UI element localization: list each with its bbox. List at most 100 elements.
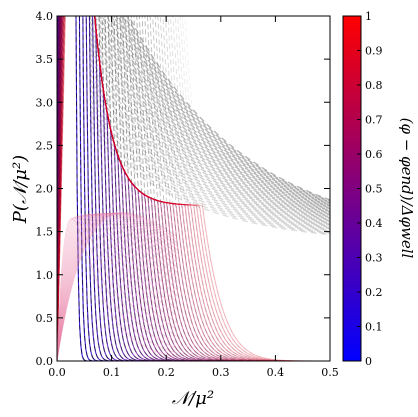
axes: 0.0 0.1 0.2 0.3 0.4 0.5 0.0 0.5 1.0 1.5 2.0 2.5 3.0 3… [36,10,339,379]
colorbar-tick-label: 0 [365,355,372,368]
series-line [57,16,330,361]
colorbar-tick-label: 0.3 [365,252,383,265]
dashed-overlay-line [57,16,330,361]
y-tick-label: 3.0 [36,96,54,109]
pink-rising-line [57,214,178,361]
light-dashed-line [89,31,330,219]
light-dashed-line [115,16,330,206]
light-dashed-line [89,124,330,235]
dashed-overlay-line [57,16,330,361]
series-line [57,16,330,361]
light-dashed-line [89,103,330,231]
light-dashed-line [123,16,330,203]
pink-rising-line [57,214,178,361]
pink-rising-line [57,213,178,361]
light-dashed-line [89,72,330,226]
x-tick-label: 0.3 [212,366,230,379]
light-dashed-line [89,52,330,222]
x-tick-label: 0.0 [48,366,66,379]
pink-rising-line [57,212,178,361]
light-dashed-line [89,114,330,233]
series-line [57,16,330,361]
y-tick-label: 1.5 [36,226,54,239]
light-dashed-line [89,16,330,216]
y-tick-label: 0.5 [36,312,54,325]
light-dashed-line [119,16,330,205]
series-line [57,16,330,361]
pink-rising-line [57,213,178,361]
light-dashed-line [103,16,330,211]
colorbar [343,16,361,361]
light-dashed-line [89,78,330,227]
series-line [57,16,330,361]
light-dashed-line [89,47,330,222]
y-tick-label: 1.0 [36,269,54,282]
dashed-overlay-line [57,16,330,361]
y-axis-label: P(𝒩/μ²) [10,155,31,224]
pink-rising-line [57,213,178,361]
colorbar-tick-label: 0.8 [365,79,383,92]
light-dashed-line [89,57,330,223]
y-tick-label: 4.0 [36,10,54,23]
pink-rising-line [57,214,178,361]
pink-rising-line [57,213,178,361]
pink-rising-line [57,215,178,361]
light-dashed-line [89,62,330,224]
pink-rising-line [57,212,178,361]
y-tick-label: 2.5 [36,139,54,152]
light-dashed-line [106,16,330,210]
light-dashed-line [89,67,330,225]
dashed-overlay-line [57,16,330,361]
colorbar-tick-label: 0.6 [365,148,383,161]
light-dashed-line [101,16,330,212]
pink-rising-line [57,213,178,361]
dashed-overlay-line [57,16,330,361]
series-line [57,16,330,361]
colorbar-ticks: 0 0.1 0.2 0.3 0.4 0.5 0.6 0.7 0.8 0.9 1 [357,10,383,368]
pink-rising-line [57,212,178,361]
series-line [57,16,330,361]
x-tick-label: 0.4 [267,366,285,379]
light-dashed-line [98,16,330,213]
series-line [57,16,330,361]
colorbar-tick-label: 0.4 [365,217,383,230]
x-axis-label: 𝒩/μ² [172,388,214,409]
light-dashed-line [121,16,330,204]
light-dashed-line [89,41,330,221]
dashed-overlay-line [57,16,330,361]
series-line [57,16,330,361]
series-line [57,16,330,361]
light-dashed-line [91,16,330,215]
light-dashed-line [110,16,330,208]
x-tick-label: 0.1 [103,366,121,379]
light-dashed-line [127,16,330,201]
y-tick-label: 3.5 [36,53,54,66]
pink-rising-line [57,215,178,361]
pink-rising-line [57,213,178,361]
light-dashed-line [89,88,330,229]
pink-rising-line [57,213,178,361]
pink-rising-line [57,214,178,361]
series-line [57,16,330,361]
colorbar-tick-label: 0.9 [365,45,383,58]
light-dashed-line [93,16,330,214]
dashed-overlay-line [57,16,330,361]
pink-rising-line [57,217,178,361]
pink-rising-line [57,212,178,361]
light-dashed-line [89,93,330,230]
dashed-overlay-line [57,16,330,361]
colorbar-tick-label: 0.5 [365,183,383,196]
pink-rising-line [57,212,178,361]
pink-rising-line [57,212,178,361]
light-dashed-line [96,16,330,214]
series-line [57,16,330,361]
light-dashed-line [89,83,330,228]
pink-rising-line [57,218,178,361]
light-dashed-line [89,129,330,236]
dashed-overlay-line [57,16,330,361]
light-dashed-line [89,109,330,232]
y-tick-label: 2.0 [36,183,54,196]
colorbar-tick-label: 1 [365,10,372,23]
colorbar-tick-label: 0.7 [365,114,383,127]
